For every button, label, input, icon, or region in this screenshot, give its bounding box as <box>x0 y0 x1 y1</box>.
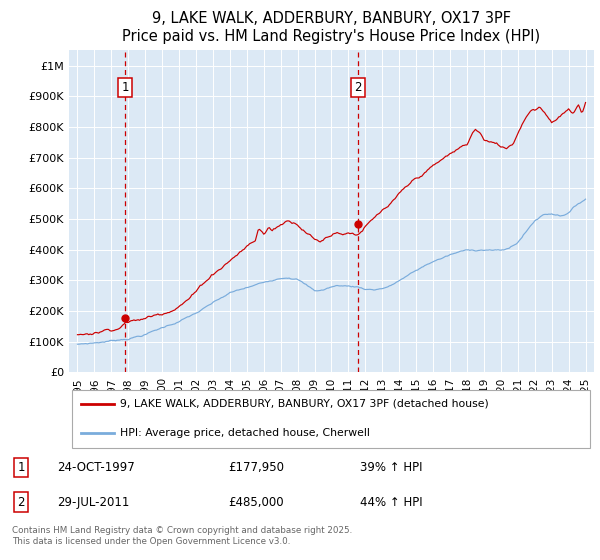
Text: 2: 2 <box>355 81 362 94</box>
FancyBboxPatch shape <box>71 390 590 447</box>
Text: £177,950: £177,950 <box>228 461 284 474</box>
Text: 29-JUL-2011: 29-JUL-2011 <box>57 496 130 508</box>
Text: 24-OCT-1997: 24-OCT-1997 <box>57 461 135 474</box>
Title: 9, LAKE WALK, ADDERBURY, BANBURY, OX17 3PF
Price paid vs. HM Land Registry's Hou: 9, LAKE WALK, ADDERBURY, BANBURY, OX17 3… <box>122 11 541 44</box>
Text: 9, LAKE WALK, ADDERBURY, BANBURY, OX17 3PF (detached house): 9, LAKE WALK, ADDERBURY, BANBURY, OX17 3… <box>120 399 488 409</box>
Text: £485,000: £485,000 <box>228 496 284 508</box>
Text: 2: 2 <box>17 496 25 508</box>
Text: 1: 1 <box>121 81 129 94</box>
Text: 44% ↑ HPI: 44% ↑ HPI <box>360 496 422 508</box>
Text: 39% ↑ HPI: 39% ↑ HPI <box>360 461 422 474</box>
Text: 1: 1 <box>17 461 25 474</box>
Text: HPI: Average price, detached house, Cherwell: HPI: Average price, detached house, Cher… <box>120 428 370 438</box>
Text: Contains HM Land Registry data © Crown copyright and database right 2025.
This d: Contains HM Land Registry data © Crown c… <box>12 526 352 546</box>
